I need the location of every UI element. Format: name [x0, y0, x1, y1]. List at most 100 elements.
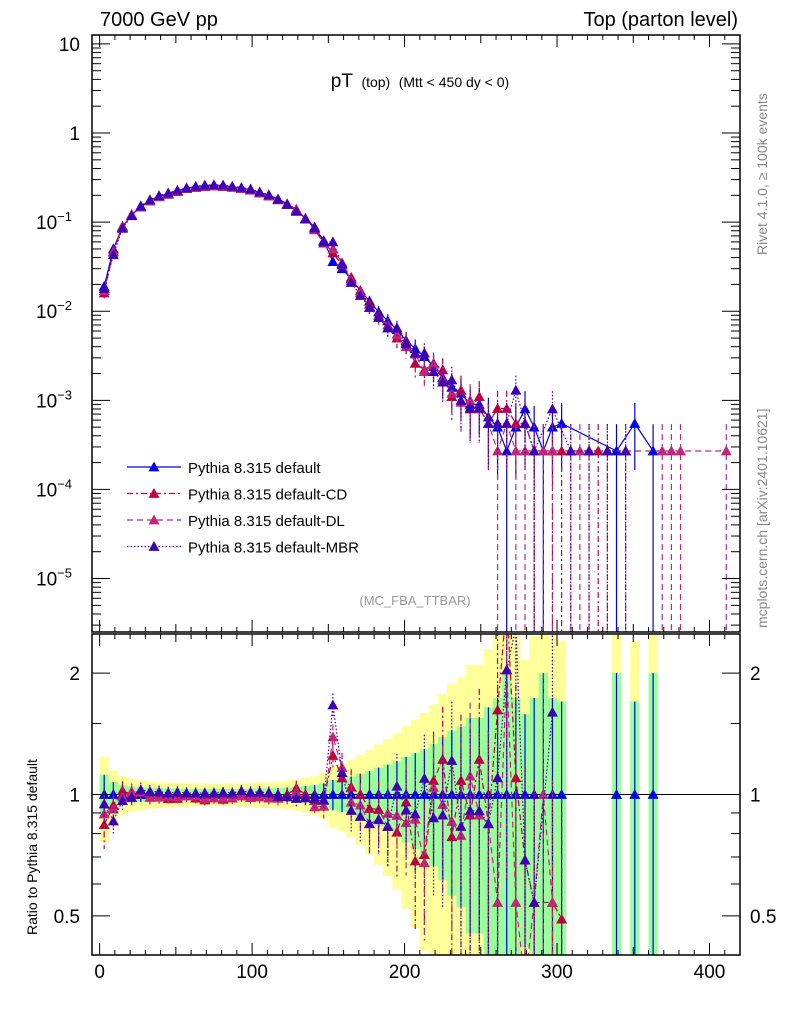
- ratio-point: [510, 772, 522, 783]
- data-point: [574, 445, 586, 456]
- ratio-point: [409, 789, 421, 799]
- y-tick-label: 10−4: [36, 476, 72, 501]
- ratio-tick-label: 2: [69, 664, 80, 685]
- ratio-point: [437, 809, 449, 820]
- ratio-point: [327, 749, 339, 760]
- data-point: [418, 347, 430, 358]
- data-point: [464, 394, 476, 405]
- ratio-point: [510, 896, 522, 907]
- ratio-point: [327, 731, 339, 742]
- data-point: [546, 445, 558, 456]
- data-point: [720, 445, 732, 456]
- ratio-point: [546, 706, 558, 717]
- legend-marker: [148, 514, 160, 525]
- data-point: [620, 445, 632, 456]
- ratio-point: [629, 789, 641, 799]
- ratio-point: [418, 772, 430, 783]
- plot-title: pT (top) (Mtt < 450 dy < 0): [331, 71, 509, 92]
- ratio-point: [391, 809, 403, 820]
- data-point: [363, 302, 375, 312]
- ratio-point: [556, 789, 568, 799]
- ratio-point: [126, 791, 138, 802]
- header-right: Top (parton level): [583, 9, 738, 31]
- ratio-point: [473, 805, 485, 816]
- ratio-point: [400, 796, 412, 807]
- data-point: [473, 402, 485, 413]
- ratio-point: [281, 791, 293, 802]
- data-point: [126, 210, 138, 221]
- ratio-point: [428, 812, 440, 823]
- data-point: [263, 189, 275, 200]
- x-tick-label: 400: [694, 962, 726, 983]
- mcplots-label: mcplots.cern.ch [arXiv:2401.10621]: [754, 409, 770, 628]
- data-point: [135, 200, 147, 211]
- ratio-point: [98, 808, 110, 819]
- x-tick-label: 200: [389, 962, 421, 983]
- ratio-point: [162, 787, 174, 798]
- data-point: [391, 322, 403, 333]
- ratio-tick-label: 1: [750, 786, 761, 807]
- y-tick-label: 10−5: [36, 566, 72, 591]
- ratio-point: [492, 772, 504, 783]
- ratio-point: [208, 787, 220, 798]
- ratio-point: [464, 770, 476, 781]
- ratio-point: [354, 799, 366, 810]
- data-point: [327, 256, 339, 267]
- x-tick-label: 100: [236, 962, 268, 983]
- ratio-point: [373, 813, 385, 824]
- ratio-point: [363, 803, 375, 813]
- ratio-point: [336, 761, 348, 772]
- legend-marker: [148, 488, 160, 498]
- data-point: [208, 179, 220, 190]
- data-point: [400, 338, 412, 349]
- data-point: [217, 179, 229, 190]
- top-frame: [91, 34, 741, 633]
- data-point: [556, 417, 568, 428]
- ratio-point: [144, 786, 156, 796]
- data-point: [546, 403, 558, 414]
- data-point: [492, 417, 504, 428]
- data-point: [482, 417, 494, 428]
- data-point: [162, 187, 174, 198]
- data-point: [153, 190, 165, 201]
- title-sub: (top): [361, 74, 390, 90]
- legend-label: Pythia 8.315 default-CD: [188, 487, 347, 504]
- data-point: [181, 182, 193, 193]
- ratio-tick-label: 0.5: [54, 907, 80, 928]
- ratio-point: [245, 786, 257, 797]
- ratio-point: [354, 810, 366, 821]
- ratio-point: [153, 786, 165, 797]
- data-point: [583, 445, 595, 456]
- data-point: [272, 193, 284, 204]
- header-left: 7000 GeV pp: [100, 9, 218, 31]
- data-point: [601, 445, 613, 456]
- ratio-point: [327, 699, 339, 710]
- data-point: [254, 186, 266, 197]
- ratio-point: [254, 786, 266, 797]
- ratio-point: [272, 790, 284, 801]
- ratio-point: [309, 793, 321, 803]
- data-point: [492, 402, 504, 413]
- legend-marker: [148, 541, 160, 551]
- ratio-point: [144, 792, 156, 802]
- data-point: [565, 445, 577, 456]
- data-point: [382, 322, 394, 333]
- title-cut: (Mtt < 450 dy < 0): [399, 74, 510, 90]
- rivet-label: Rivet 4.1.0, ≥ 100k events: [754, 93, 770, 255]
- ratio-point: [235, 790, 247, 801]
- data-point: [116, 222, 128, 233]
- data-point: [656, 445, 668, 456]
- ratio-point: [482, 818, 494, 829]
- ratio-point: [391, 780, 403, 791]
- ratio-point: [382, 820, 394, 831]
- ratio-point: [528, 896, 540, 907]
- ratio-point: [363, 818, 375, 829]
- ratio-point: [546, 896, 558, 907]
- data-point: [492, 445, 504, 456]
- data-point: [519, 417, 531, 428]
- ratio-point: [537, 789, 549, 799]
- data-point: [309, 222, 321, 233]
- data-point: [409, 347, 421, 358]
- ratio-point: [299, 792, 311, 803]
